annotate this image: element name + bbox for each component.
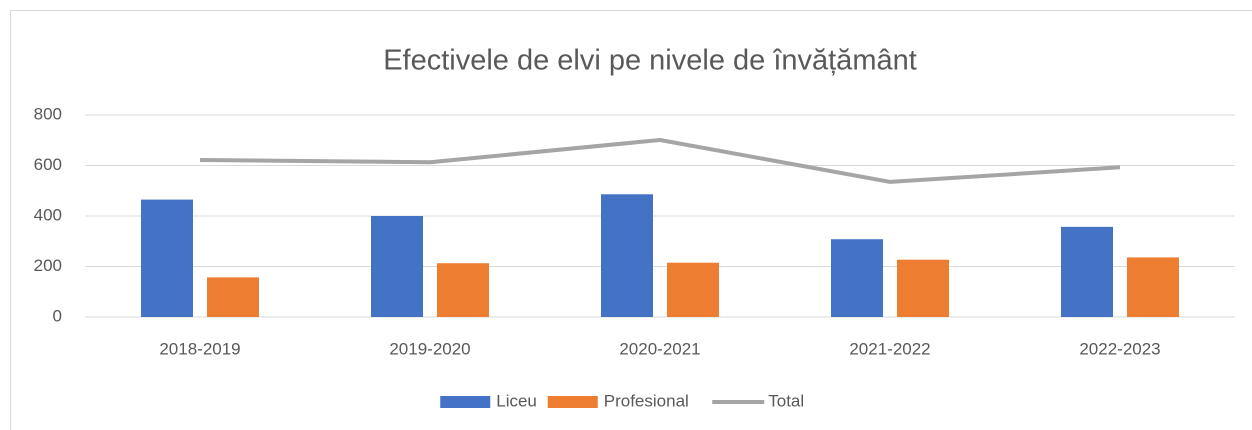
bar [897, 259, 949, 317]
x-tick-label: 2020-2021 [619, 339, 700, 358]
legend-swatch [440, 396, 491, 408]
y-tick-label: 200 [34, 256, 62, 275]
y-tick-label: 0 [53, 306, 62, 325]
legend-label: Total [768, 391, 804, 410]
legend-swatch [547, 396, 598, 408]
bar [141, 199, 193, 317]
bar [831, 239, 883, 317]
x-tick-label: 2022-2023 [1079, 339, 1160, 358]
bar [1127, 257, 1179, 317]
y-tick-label: 400 [34, 205, 62, 224]
x-tick-label: 2019-2020 [389, 339, 470, 358]
bar [1061, 226, 1113, 317]
bar [601, 194, 653, 317]
bar [371, 216, 423, 317]
y-tick-label: 600 [34, 155, 62, 174]
bar [667, 262, 719, 317]
x-tick-label: 2018-2019 [159, 339, 240, 358]
line [199, 137, 1121, 184]
x-tick-label: 2021-2022 [849, 339, 930, 358]
chart-title: Efectivele de elvi pe nivele de învățămâ… [383, 45, 917, 77]
y-tick-label: 800 [34, 104, 62, 123]
bar [207, 277, 259, 317]
legend-label: Profesional [604, 391, 689, 410]
bar [437, 263, 489, 317]
legend-label: Liceu [496, 391, 537, 410]
